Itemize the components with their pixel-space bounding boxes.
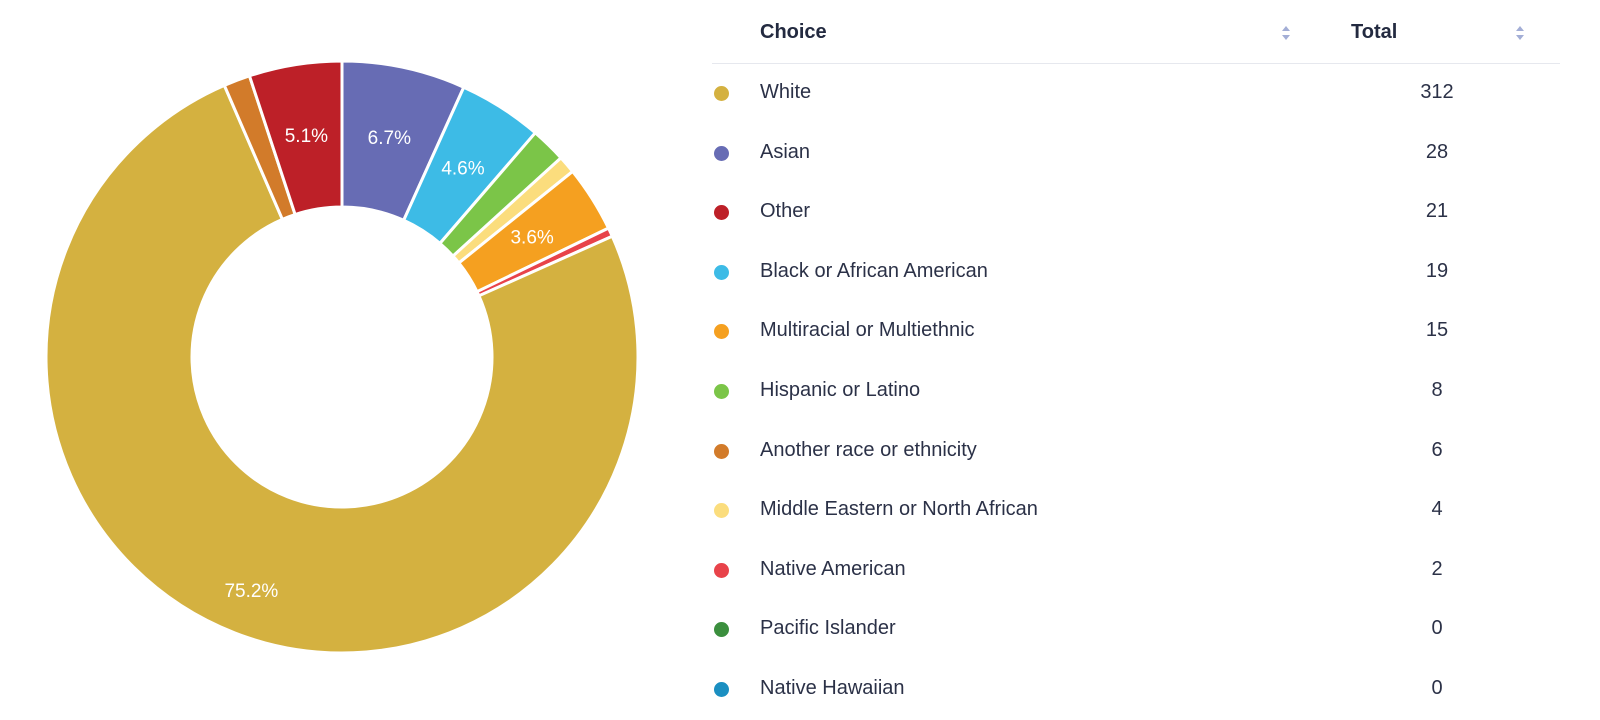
table-row: Other 21 — [712, 183, 1560, 243]
total-cell: 6 — [1431, 438, 1443, 461]
legend-color-dot — [714, 681, 729, 697]
total-cell: 2 — [1431, 557, 1443, 580]
total-cell: 0 — [1431, 676, 1443, 699]
table-row: Pacific Islander 0 — [712, 600, 1560, 660]
total-cell: 4 — [1431, 498, 1443, 521]
total-cell: 8 — [1431, 378, 1443, 401]
choice-cell: Native American — [760, 557, 906, 580]
legend-color-dot — [714, 383, 729, 399]
slice-percent-label: 5.1% — [285, 126, 328, 147]
table-row: Native Hawaiian 0 — [712, 660, 1560, 720]
choice-cell: Other — [760, 200, 811, 223]
table-row: Middle Eastern or North African 4 — [712, 481, 1560, 541]
legend-color-dot — [714, 443, 729, 459]
sort-choice-icon[interactable] — [1281, 24, 1291, 44]
legend-color-dot — [714, 562, 729, 578]
table-row: White 312 — [712, 64, 1560, 124]
legend-color-dot — [714, 205, 729, 221]
table-row: Black or African American 19 — [712, 243, 1560, 303]
total-cell: 19 — [1425, 259, 1449, 282]
choice-cell: Native Hawaiian — [760, 676, 905, 699]
choice-cell: Another race or ethnicity — [760, 438, 977, 461]
legend-color-dot — [714, 622, 729, 638]
choice-cell: Hispanic or Latino — [760, 378, 921, 401]
table-row: Hispanic or Latino 8 — [712, 362, 1560, 422]
total-column-header: Total — [1351, 21, 1398, 43]
total-cell: 0 — [1431, 617, 1443, 640]
table-row: Native American 2 — [712, 541, 1560, 601]
choice-cell: Black or African American — [760, 259, 988, 282]
donut-slice-other — [247, 59, 344, 217]
choice-cell: Asian — [760, 140, 811, 163]
donut-slice-white — [44, 83, 640, 655]
choice-cell: Multiracial or Multiethnic — [760, 319, 975, 342]
choice-cell: White — [760, 81, 812, 103]
table-header: Choice Total — [712, 0, 1560, 64]
legend-color-dot — [714, 503, 729, 519]
slice-percent-label: 3.6% — [510, 228, 553, 249]
choice-cell: Middle Eastern or North African — [760, 498, 1038, 521]
total-cell: 15 — [1425, 319, 1449, 342]
choice-cell: Pacific Islander — [760, 617, 896, 640]
total-cell: 28 — [1425, 140, 1449, 163]
slice-percent-label: 6.7% — [368, 128, 411, 149]
table-body: White 312 Asian 28 Other 21 Black or African A… — [712, 64, 1560, 720]
table-row: Multiracial or Multiethnic 15 — [712, 302, 1560, 362]
slice-percent-label: 75.2% — [224, 581, 278, 602]
table-row: Another race or ethnicity 6 — [712, 422, 1560, 482]
results-table: Choice Total White 312 Asian 28 Other 21 Black… — [712, 0, 1560, 720]
legend-color-dot — [714, 145, 729, 161]
legend-color-dot — [714, 86, 729, 101]
legend-color-dot — [714, 264, 729, 280]
choice-column-header: Choice — [760, 21, 827, 43]
donut-chart: 6.7% 4.6% 3.6% 75.2% 5.1% — [44, 59, 640, 655]
legend-color-dot — [714, 324, 729, 340]
sort-total-icon[interactable] — [1515, 24, 1525, 44]
table-row: Asian 28 — [712, 124, 1560, 184]
total-cell: 312 — [1420, 81, 1454, 103]
slice-percent-label: 4.6% — [441, 158, 484, 179]
total-cell: 21 — [1425, 200, 1449, 223]
